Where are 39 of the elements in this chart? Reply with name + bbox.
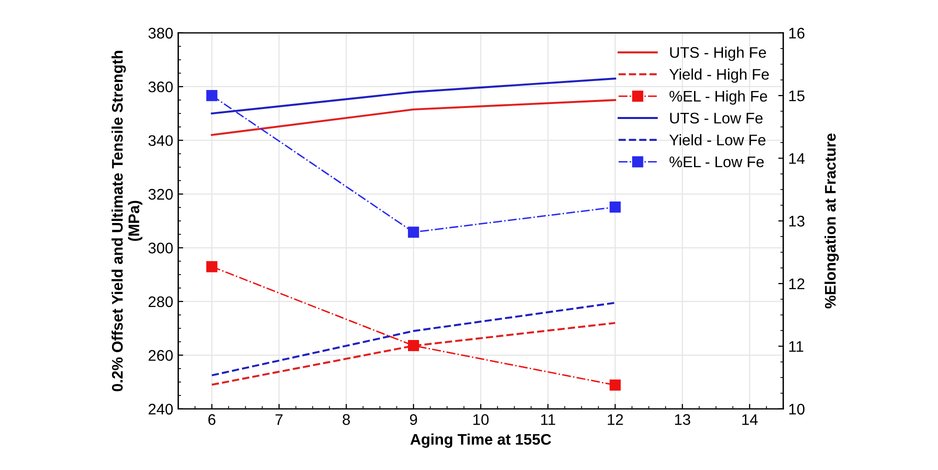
- x-tick-label: 9: [410, 414, 418, 425]
- y2-tick-label: 14: [789, 153, 805, 164]
- point: [206, 261, 218, 272]
- y-tick-label: 300: [148, 242, 173, 254]
- point: [610, 202, 621, 213]
- y2-tick-label: 11: [789, 341, 804, 352]
- y-tick-label: 360: [148, 81, 173, 92]
- x-tick-label: 14: [742, 414, 758, 425]
- y2-tick-label: 15: [789, 90, 804, 102]
- legend-label: %EL - High Fe: [670, 90, 768, 105]
- y-tick-label: 320: [148, 188, 173, 200]
- legend-label: UTS - High Fe: [670, 46, 766, 61]
- x-tick-label: 6: [208, 414, 216, 425]
- y2-axis-title: %Elongation at Fracture: [824, 134, 839, 308]
- y-tick-label: 240: [148, 404, 173, 415]
- y-tick-label: 280: [148, 296, 173, 308]
- legend-label: Yield - Low Fe: [669, 134, 766, 146]
- y-axis-title: 0.2% Offset Yield and Ultimate Tensile Strength (MPa): [112, 50, 142, 392]
- x-tick-label: 11: [541, 414, 556, 425]
- y-tick-label: 380: [148, 28, 173, 39]
- y2-tick-label: 12: [789, 278, 804, 290]
- point: [206, 90, 218, 102]
- y-tick-label: 340: [148, 135, 173, 146]
- point: [408, 340, 420, 352]
- point: [610, 380, 621, 391]
- y-tick-label: 260: [148, 350, 173, 361]
- point: [408, 226, 420, 238]
- y2-tick-label: 16: [789, 28, 804, 39]
- y2-tick-label: 10: [789, 404, 804, 415]
- x-tick-label: 12: [608, 414, 623, 425]
- x-axis-title: Aging Time at 155C: [410, 434, 552, 448]
- y2-tick-label: 13: [789, 216, 804, 227]
- x-tick-label: 13: [675, 414, 690, 425]
- legend-label: %EL - Low Fe: [670, 156, 764, 168]
- x-tick-label: 10: [473, 414, 489, 425]
- x-tick-label: 7: [276, 414, 283, 425]
- x-tick-label: 8: [342, 414, 350, 425]
- legend-label: UTS - Low Fe: [670, 112, 763, 124]
- legend-label: Yield - High Fe: [669, 68, 769, 83]
